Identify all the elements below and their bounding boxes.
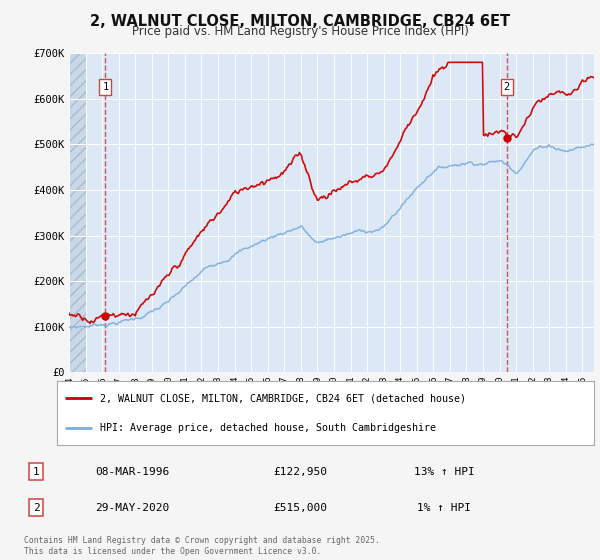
Text: 29-MAY-2020: 29-MAY-2020: [95, 503, 169, 513]
Text: Contains HM Land Registry data © Crown copyright and database right 2025.
This d: Contains HM Land Registry data © Crown c…: [24, 536, 380, 556]
Bar: [69, 53, 86, 372]
Text: 13% ↑ HPI: 13% ↑ HPI: [413, 466, 475, 477]
Text: 08-MAR-1996: 08-MAR-1996: [95, 466, 169, 477]
Text: 1% ↑ HPI: 1% ↑ HPI: [417, 503, 471, 513]
Text: 1: 1: [103, 82, 109, 92]
Text: 1: 1: [32, 466, 40, 477]
Text: Price paid vs. HM Land Registry's House Price Index (HPI): Price paid vs. HM Land Registry's House …: [131, 25, 469, 38]
Text: 2, WALNUT CLOSE, MILTON, CAMBRIDGE, CB24 6ET (detached house): 2, WALNUT CLOSE, MILTON, CAMBRIDGE, CB24…: [100, 393, 466, 403]
Bar: [69, 53, 86, 372]
Text: £515,000: £515,000: [273, 503, 327, 513]
Text: £122,950: £122,950: [273, 466, 327, 477]
Text: 2: 2: [32, 503, 40, 513]
Text: 2: 2: [503, 82, 509, 92]
Text: HPI: Average price, detached house, South Cambridgeshire: HPI: Average price, detached house, Sout…: [100, 423, 436, 433]
Text: 2, WALNUT CLOSE, MILTON, CAMBRIDGE, CB24 6ET: 2, WALNUT CLOSE, MILTON, CAMBRIDGE, CB24…: [90, 14, 510, 29]
